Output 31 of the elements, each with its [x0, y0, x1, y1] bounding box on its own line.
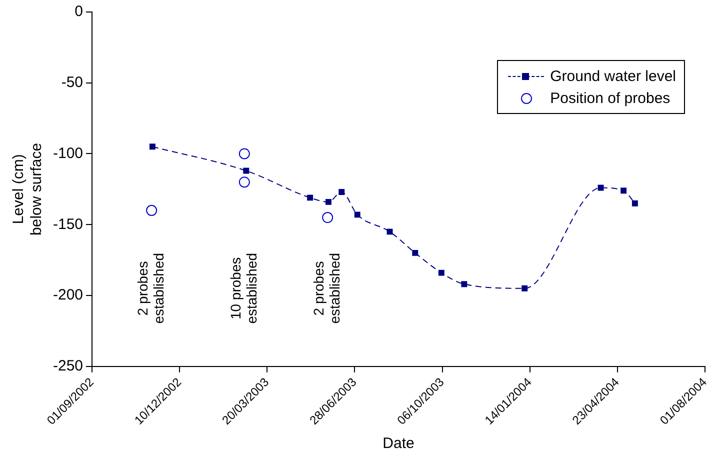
- y-axis-title: Level (cm) below surface: [10, 142, 46, 236]
- y-tick-label: -50: [61, 74, 84, 92]
- point: [522, 285, 528, 292]
- point: [238, 176, 250, 188]
- point: [354, 212, 360, 218]
- point: [307, 194, 314, 201]
- annotation: 2 probes established: [134, 252, 166, 324]
- point: [146, 204, 158, 216]
- point: [243, 168, 250, 174]
- point: [386, 228, 393, 235]
- point: [620, 188, 627, 194]
- y-tick-label: -200: [52, 286, 84, 304]
- legend-label: Position of probes: [550, 90, 670, 106]
- point: [632, 200, 638, 206]
- y-tick-label: -250: [52, 357, 84, 374]
- point: [461, 281, 468, 288]
- x-axis-title: Date: [382, 435, 414, 452]
- y-tick-label: -100: [52, 144, 84, 162]
- point: [149, 144, 156, 150]
- point: [438, 270, 444, 276]
- point: [412, 250, 418, 256]
- y-tick-label: 0: [74, 3, 84, 20]
- point: [238, 148, 250, 160]
- point: [325, 198, 332, 205]
- point: [598, 184, 604, 191]
- annotation: 2 probes established: [310, 252, 342, 324]
- point: [322, 212, 334, 224]
- legend-label: Ground water level: [550, 68, 676, 84]
- y-tick-label: -150: [52, 216, 84, 233]
- annotation: 10 probes established: [227, 252, 260, 324]
- point: [338, 189, 345, 195]
